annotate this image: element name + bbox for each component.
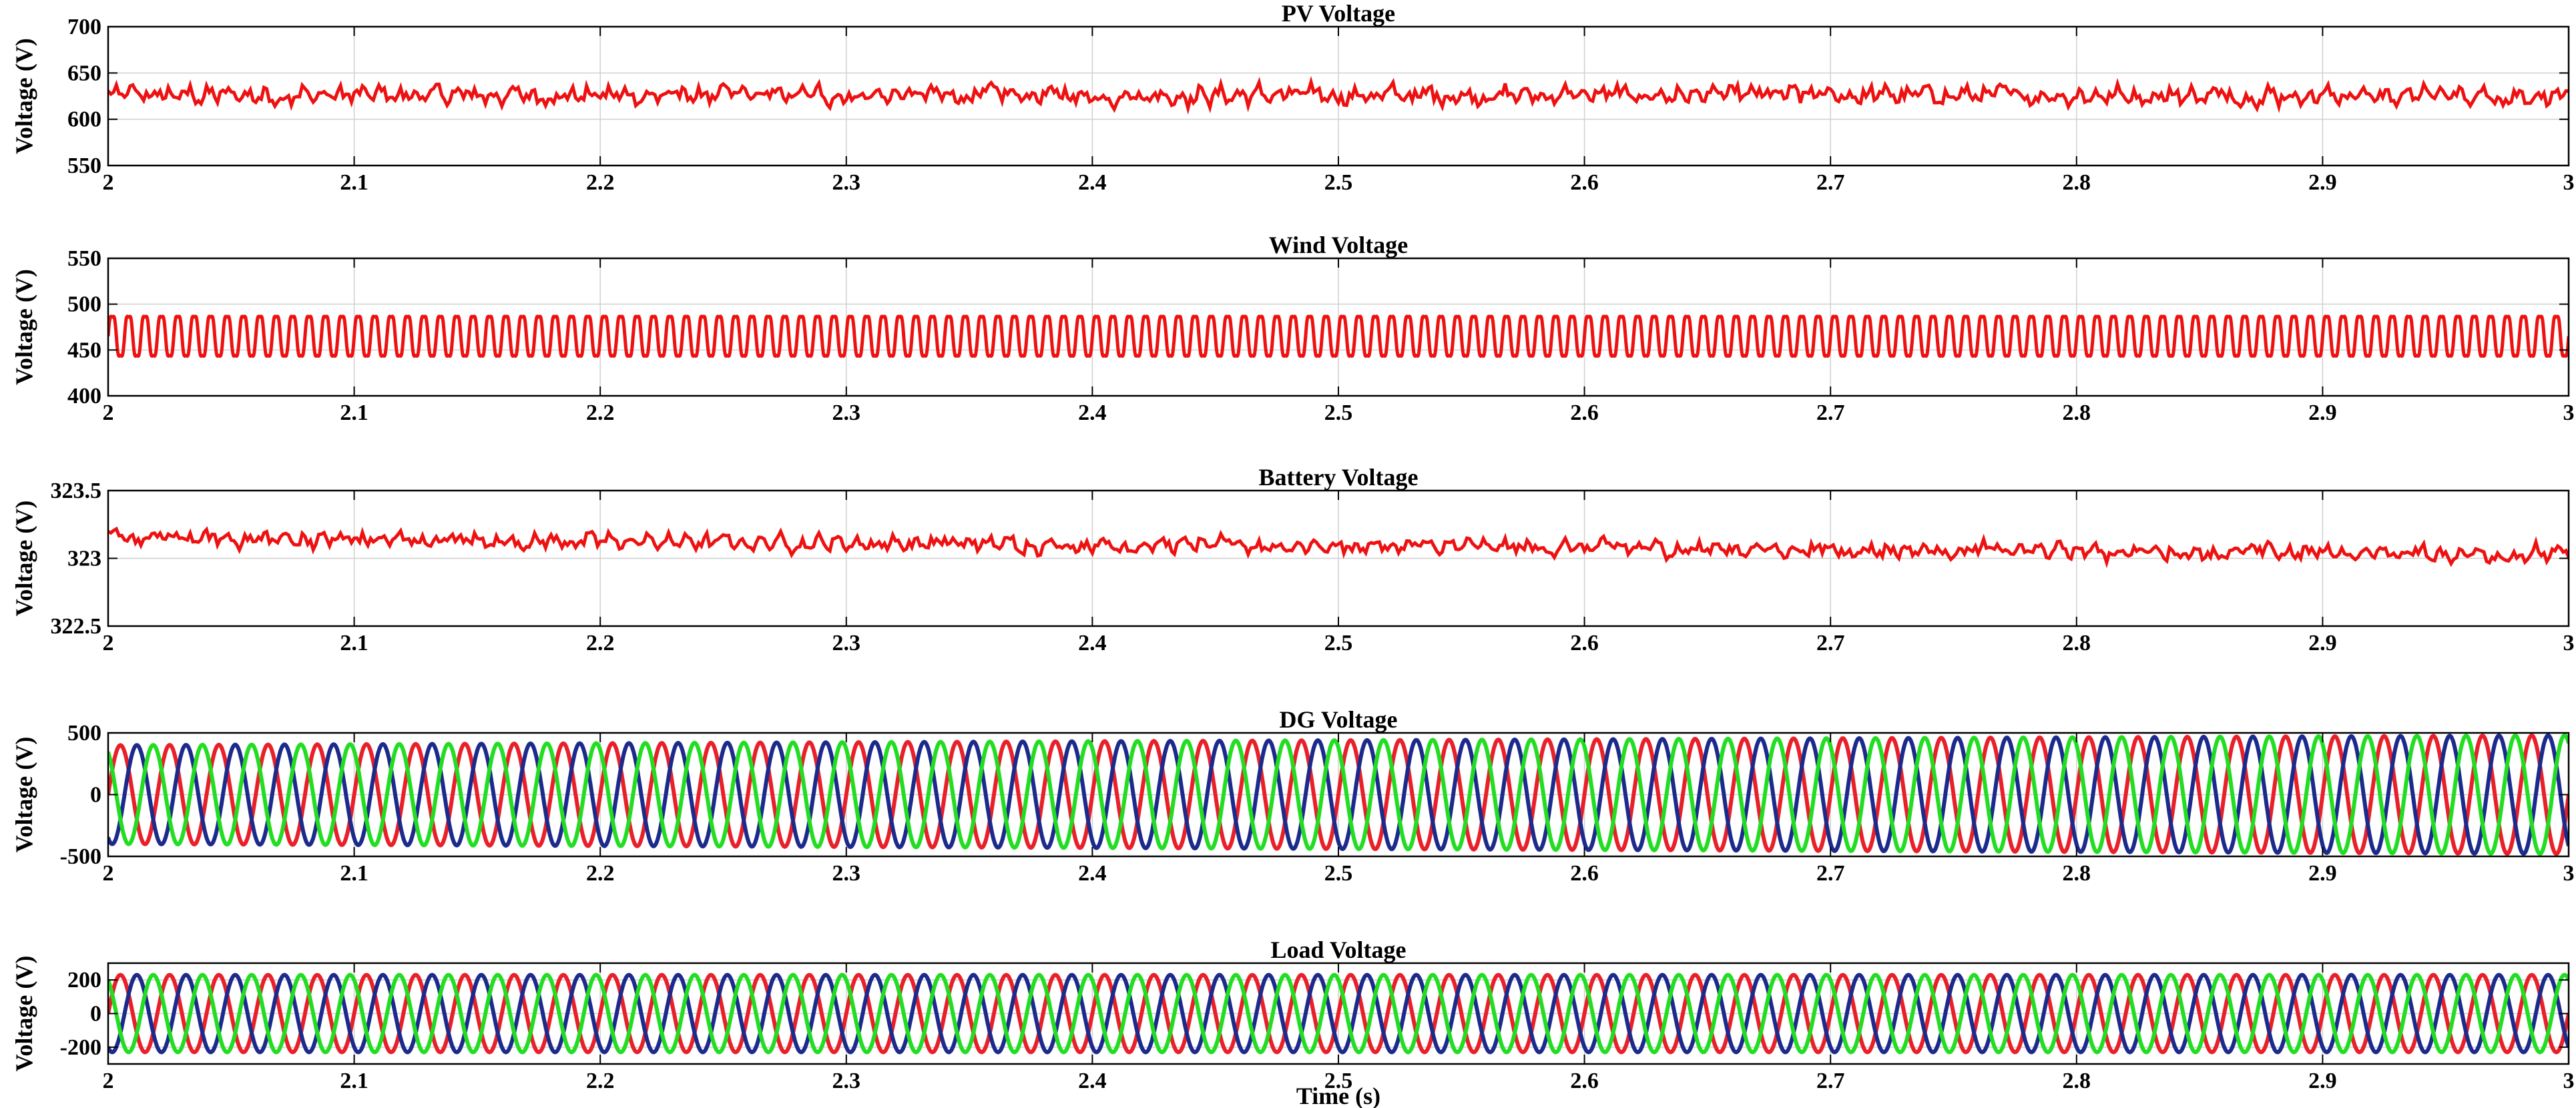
series-line-phase-2: [108, 733, 2569, 856]
x-tick-label: 2.6: [1570, 170, 1599, 195]
x-tick-label: 2.4: [1078, 861, 1107, 886]
x-tick-label: 2.8: [2063, 1069, 2091, 1093]
chart-title: PV Voltage: [1282, 0, 1395, 27]
series-line-phase-3: [108, 733, 2569, 856]
y-tick-label: 200: [67, 968, 101, 993]
x-tick-label: 3: [2563, 861, 2575, 886]
x-tick-label: 2.8: [2063, 631, 2091, 655]
x-tick-label: 2.8: [2063, 861, 2091, 886]
y-axis-label: Voltage (V): [11, 737, 37, 853]
x-tick-label: 2.5: [1324, 400, 1353, 425]
x-tick-label: 2.5: [1324, 861, 1353, 886]
x-axis-label: Time (s): [1296, 1083, 1380, 1108]
x-tick-label: 2.2: [586, 1069, 615, 1093]
x-tick-label: 2.1: [340, 631, 368, 655]
series-line: [108, 314, 2569, 358]
x-tick-label: 2.1: [340, 400, 368, 425]
x-tick-label: 2: [103, 170, 114, 195]
y-tick-label: 700: [67, 15, 101, 39]
x-tick-label: 2.1: [340, 1069, 368, 1093]
x-tick-label: 2.7: [1816, 631, 1845, 655]
y-tick-label: 500: [67, 292, 101, 317]
x-tick-label: 2.6: [1570, 631, 1599, 655]
y-tick-label: 323.5: [51, 479, 102, 503]
y-axis-label: Voltage (V): [11, 269, 37, 385]
x-tick-label: 2.7: [1816, 1069, 1845, 1093]
x-tick-label: 2.8: [2063, 400, 2091, 425]
panel-3: 2 2.1 2.2 2.3 2.4 2.5 2.6 2.7 2.8 2.9 3 322.5 323 323…: [11, 464, 2575, 655]
y-tick-label: 550: [67, 246, 101, 271]
y-tick-label: 650: [67, 61, 101, 85]
series-line: [108, 75, 2569, 115]
x-tick-label: 2.5: [1324, 1069, 1353, 1093]
y-axis-label: Voltage (V): [11, 501, 37, 617]
x-tick-label: 3: [2563, 400, 2575, 425]
chart-title: Battery Voltage: [1259, 464, 1419, 491]
y-tick-label: -500: [60, 844, 101, 869]
panel-5: 2 2.1 2.2 2.3 2.4 2.5 2.6 2.7 2.8 2.9 3 -200 0 200 Loa…: [11, 936, 2575, 1108]
y-tick-label: 0: [90, 1002, 101, 1027]
x-tick-label: 2.4: [1078, 400, 1107, 425]
x-tick-label: 2.7: [1816, 400, 1845, 425]
x-tick-label: 2.6: [1570, 400, 1599, 425]
x-tick-label: 2.3: [832, 1069, 861, 1093]
series-line-phase-1: [108, 733, 2569, 856]
x-tick-label: 2.7: [1816, 861, 1845, 886]
y-tick-label: -200: [60, 1035, 101, 1060]
x-tick-label: 2.2: [586, 631, 615, 655]
y-tick-label: 500: [67, 721, 101, 746]
x-tick-label: 2.8: [2063, 170, 2091, 195]
x-tick-label: 2.1: [340, 861, 368, 886]
x-tick-label: 2: [103, 861, 114, 886]
y-tick-label: 550: [67, 154, 101, 178]
panel-2: 2 2.1 2.2 2.3 2.4 2.5 2.6 2.7 2.8 2.9 3 400 450 500 55…: [11, 232, 2575, 425]
x-tick-label: 2.3: [832, 170, 861, 195]
panel-1: 2 2.1 2.2 2.3 2.4 2.5 2.6 2.7 2.8 2.9 3 550 600 650 70…: [11, 0, 2575, 195]
x-tick-label: 2.5: [1324, 631, 1353, 655]
x-tick-label: 2.7: [1816, 170, 1845, 195]
chart-title: DG Voltage: [1279, 706, 1397, 733]
x-tick-label: 2: [103, 1069, 114, 1093]
series-line: [108, 526, 2569, 569]
y-tick-label: 400: [67, 384, 101, 408]
y-tick-label: 600: [67, 107, 101, 132]
x-tick-label: 2.5: [1324, 170, 1353, 195]
x-tick-label: 2.2: [586, 400, 615, 425]
x-tick-label: 2.4: [1078, 170, 1107, 195]
x-tick-label: 2.2: [586, 170, 615, 195]
x-tick-label: 3: [2563, 1069, 2575, 1093]
x-tick-label: 2: [103, 400, 114, 425]
x-tick-label: 2.6: [1570, 861, 1599, 886]
series-line-phase-3: [108, 973, 2569, 1055]
y-axis-label: Voltage (V): [11, 38, 37, 154]
x-tick-label: 2.2: [586, 861, 615, 886]
x-tick-label: 2.6: [1570, 1069, 1599, 1093]
series-line-phase-2: [108, 973, 2569, 1055]
chart-title: Wind Voltage: [1269, 232, 1408, 258]
y-tick-label: 323: [67, 547, 101, 571]
y-tick-label: 0: [90, 783, 101, 808]
x-tick-label: 2.9: [2308, 400, 2337, 425]
x-tick-label: 3: [2563, 631, 2575, 655]
x-tick-label: 2.3: [832, 631, 861, 655]
chart-title: Load Voltage: [1270, 936, 1406, 963]
x-tick-label: 2.9: [2308, 170, 2337, 195]
x-tick-label: 3: [2563, 170, 2575, 195]
y-axis-label: Voltage (V): [11, 956, 37, 1072]
x-tick-label: 2.9: [2308, 1069, 2337, 1093]
y-tick-label: 450: [67, 338, 101, 362]
x-tick-label: 2.4: [1078, 631, 1107, 655]
series-line-phase-1: [108, 973, 2569, 1055]
x-tick-label: 2.9: [2308, 861, 2337, 886]
x-tick-label: 2.3: [832, 400, 861, 425]
x-tick-label: 2: [103, 631, 114, 655]
x-tick-label: 2.1: [340, 170, 368, 195]
x-tick-label: 2.9: [2308, 631, 2337, 655]
x-tick-label: 2.3: [832, 861, 861, 886]
x-tick-label: 2.4: [1078, 1069, 1107, 1093]
y-tick-label: 322.5: [51, 614, 102, 639]
panel-4: 2 2.1 2.2 2.3 2.4 2.5 2.6 2.7 2.8 2.9 3 -500 0 500 DG …: [11, 706, 2575, 886]
